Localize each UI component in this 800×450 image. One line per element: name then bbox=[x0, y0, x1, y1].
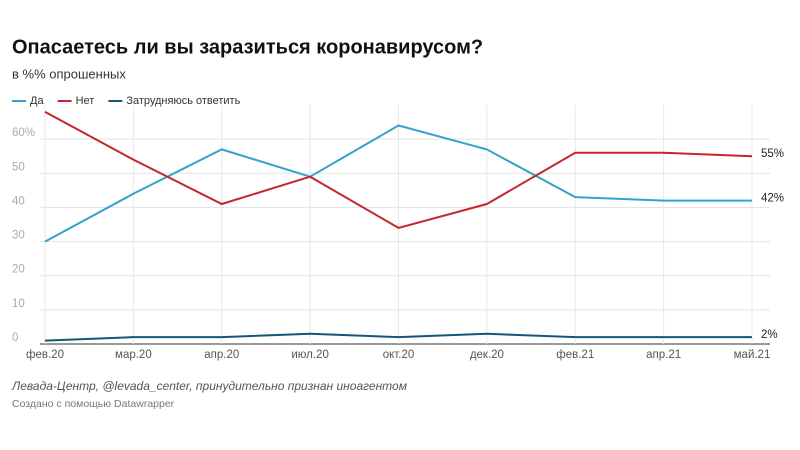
x-tick-label: мар.20 bbox=[115, 349, 152, 361]
x-tick-label: апр.20 bbox=[204, 349, 239, 361]
x-tick-label: фев.20 bbox=[26, 349, 64, 361]
y-tick-label: 60% bbox=[12, 127, 35, 139]
x-tick-label: окт.20 bbox=[383, 349, 415, 361]
value-label: 2% bbox=[761, 329, 778, 341]
source: Левада-Центр, @levada_center, принудител… bbox=[11, 379, 407, 393]
x-tick-label: дек.20 bbox=[470, 349, 504, 361]
credit: Создано с помощью Datawrapper bbox=[12, 398, 175, 410]
value-label: 42% bbox=[761, 193, 784, 205]
legend-label: Да bbox=[30, 95, 44, 107]
y-tick-label: 30 bbox=[12, 230, 25, 242]
x-tick-label: июл.20 bbox=[291, 349, 329, 361]
y-tick-label: 10 bbox=[12, 298, 25, 310]
series-line bbox=[44, 332, 752, 342]
series-line bbox=[44, 124, 752, 243]
chart-subtitle: в %% опрошенных bbox=[12, 66, 126, 81]
y-tick-label: 0 bbox=[12, 332, 18, 344]
chart-title: Опасаетесь ли вы заразиться коронавирусо… bbox=[12, 36, 483, 58]
legend-label: Нет bbox=[76, 95, 95, 107]
y-tick-label: 40 bbox=[12, 195, 25, 207]
y-tick-label: 50 bbox=[12, 161, 25, 173]
series-line bbox=[44, 110, 753, 229]
value-label: 55% bbox=[761, 148, 784, 160]
x-tick-label: фев.21 bbox=[556, 349, 594, 361]
x-tick-label: май.21 bbox=[734, 349, 771, 361]
y-tick-label: 20 bbox=[12, 264, 25, 276]
legend-label: Затрудняюсь ответить bbox=[126, 95, 240, 107]
x-tick-label: апр.21 bbox=[646, 349, 681, 361]
